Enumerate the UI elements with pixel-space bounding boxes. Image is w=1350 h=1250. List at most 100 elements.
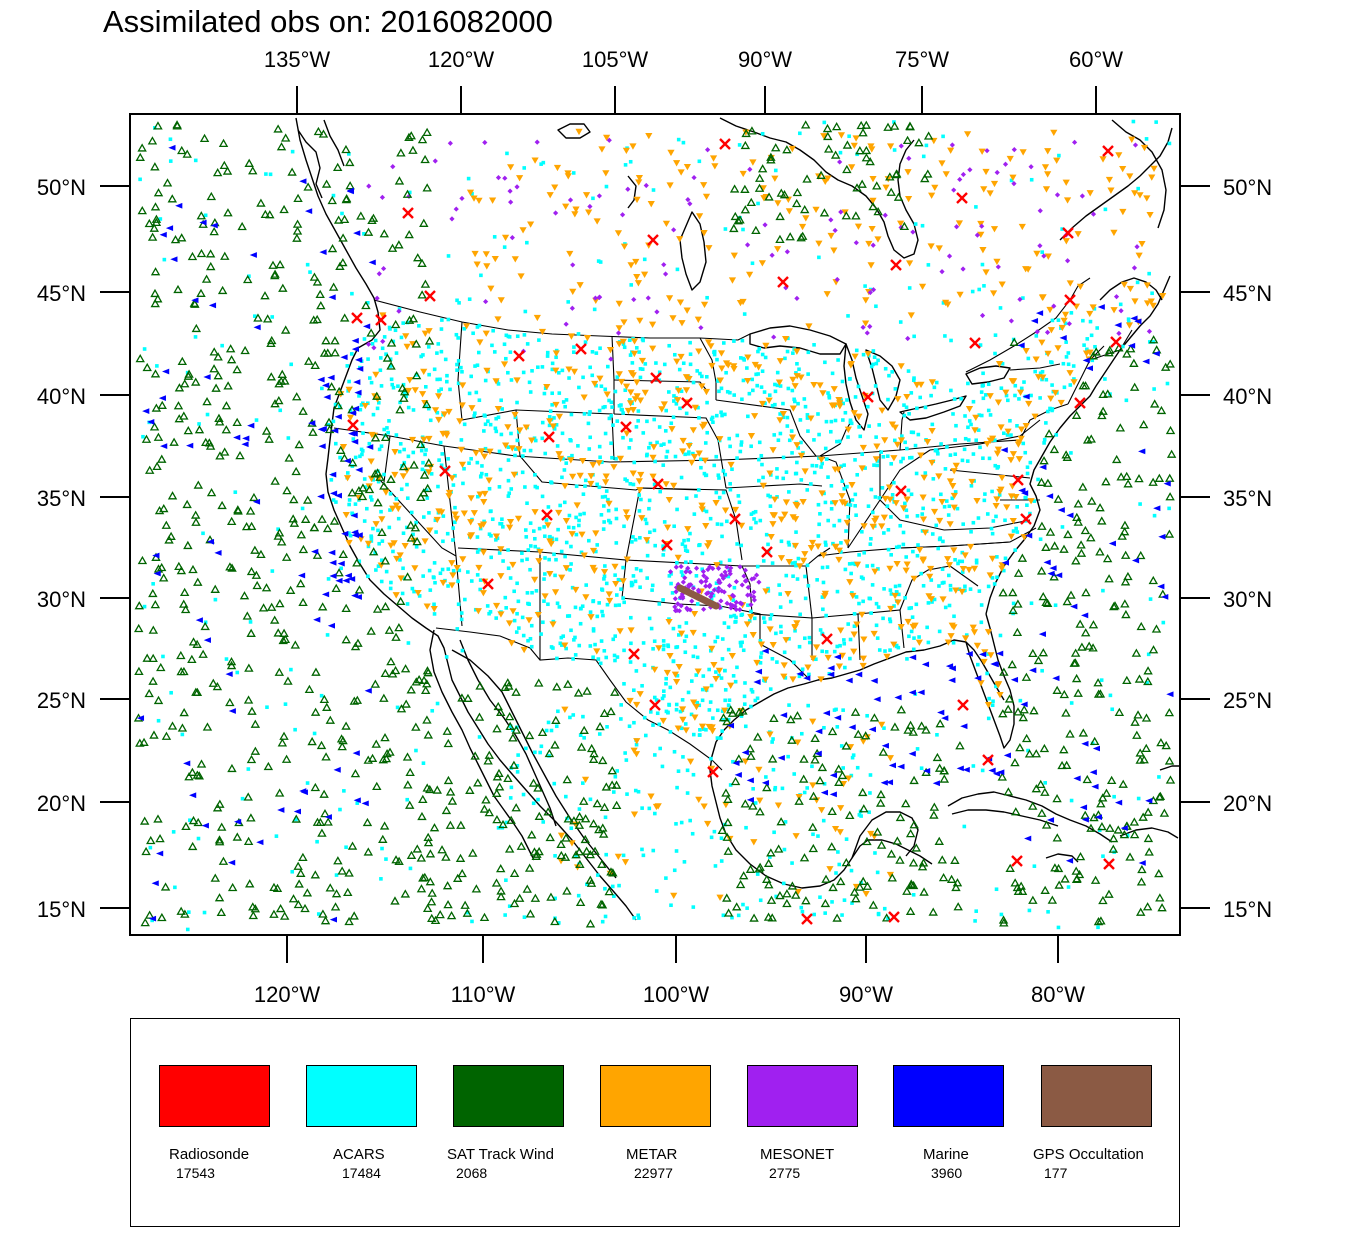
metar-marker xyxy=(903,496,911,503)
sat-track-wind-marker xyxy=(887,873,897,882)
metar-marker xyxy=(739,170,747,178)
sat-track-wind-marker xyxy=(176,233,187,242)
metar-marker xyxy=(1044,253,1052,260)
acars-marker xyxy=(347,152,351,156)
metar-marker xyxy=(691,714,699,721)
acars-marker xyxy=(388,508,392,512)
sat-track-wind-marker xyxy=(493,701,503,711)
sat-track-wind-marker xyxy=(794,796,804,805)
metar-marker xyxy=(928,459,936,467)
mesonet-marker xyxy=(898,224,904,231)
metar-marker xyxy=(892,500,900,507)
acars-marker xyxy=(533,473,537,477)
sat-track-wind-marker xyxy=(757,164,768,173)
acars-marker xyxy=(805,563,810,568)
acars-marker xyxy=(399,487,404,492)
sat-track-wind-marker xyxy=(288,894,299,903)
acars-marker xyxy=(158,217,163,221)
acars-marker xyxy=(752,517,756,521)
acars-marker xyxy=(990,576,995,580)
acars-marker xyxy=(969,483,974,488)
marine-marker xyxy=(328,294,336,301)
acars-marker xyxy=(761,475,765,480)
acars-marker xyxy=(930,532,935,536)
marine-marker xyxy=(1020,490,1029,496)
acars-marker xyxy=(874,304,878,309)
acars-marker xyxy=(201,531,205,536)
acars-marker xyxy=(611,423,615,427)
metar-marker xyxy=(445,493,453,500)
acars-marker xyxy=(675,507,679,512)
acars-marker xyxy=(554,537,559,542)
acars-marker xyxy=(475,573,480,577)
acars-marker xyxy=(682,639,687,643)
metar-marker xyxy=(420,436,428,443)
acars-marker xyxy=(500,407,504,411)
acars-marker xyxy=(671,626,676,631)
acars-marker xyxy=(979,603,984,607)
sat-track-wind-marker xyxy=(149,422,160,431)
acars-marker xyxy=(910,615,915,619)
sat-track-wind-marker xyxy=(751,225,761,234)
metar-marker xyxy=(826,866,834,873)
sat-track-wind-marker xyxy=(187,841,198,851)
acars-marker xyxy=(369,380,374,385)
metar-marker xyxy=(947,633,955,640)
acars-marker xyxy=(1136,796,1141,801)
acars-marker xyxy=(882,906,887,911)
acars-marker xyxy=(203,213,208,218)
radiosonde-marker xyxy=(729,513,741,525)
metar-marker xyxy=(872,515,880,522)
acars-marker xyxy=(882,531,886,535)
acars-marker xyxy=(1112,794,1116,799)
metar-marker xyxy=(431,407,440,414)
mesonet-marker xyxy=(685,197,691,203)
acars-marker xyxy=(769,613,774,617)
metar-marker xyxy=(689,699,698,706)
mesonet-marker xyxy=(615,330,622,336)
marine-marker xyxy=(327,622,336,629)
acars-marker xyxy=(460,369,464,374)
metar-marker xyxy=(615,371,623,378)
sat-track-wind-marker xyxy=(334,386,344,396)
acars-marker xyxy=(868,596,873,601)
map-title: Assimilated obs on: 2016082000 xyxy=(103,4,553,39)
acars-marker xyxy=(1068,383,1073,387)
acars-marker xyxy=(823,540,828,545)
metar-marker xyxy=(1061,311,1070,319)
acars-marker xyxy=(1135,280,1140,285)
sat-track-wind-marker xyxy=(196,759,207,768)
acars-marker xyxy=(893,387,898,391)
sat-track-wind-marker xyxy=(823,144,834,153)
marine-marker xyxy=(350,430,358,437)
metar-marker xyxy=(699,423,707,430)
metar-marker xyxy=(1024,266,1032,273)
metar-marker xyxy=(766,731,774,738)
acars-marker xyxy=(694,494,698,498)
metar-marker xyxy=(1126,173,1134,180)
acars-marker xyxy=(708,648,713,653)
sat-track-wind-marker xyxy=(1098,389,1108,399)
sat-track-wind-marker xyxy=(511,687,521,696)
sat-track-wind-marker xyxy=(399,393,409,402)
mesonet-marker xyxy=(631,296,637,303)
sat-track-wind-marker xyxy=(823,131,833,141)
sat-track-wind-marker xyxy=(417,258,427,267)
sat-track-wind-marker xyxy=(232,365,242,374)
acars-marker xyxy=(709,597,714,601)
acars-marker xyxy=(971,399,976,404)
mesonet-marker xyxy=(727,571,733,577)
acars-marker xyxy=(991,519,996,523)
marine-marker xyxy=(921,661,930,668)
acars-marker xyxy=(674,402,679,406)
sat-track-wind-marker xyxy=(1013,568,1024,577)
metar-marker xyxy=(847,362,855,369)
acars-marker xyxy=(1023,495,1028,500)
radiosonde-marker xyxy=(719,138,731,150)
sat-track-wind-marker xyxy=(406,850,417,859)
acars-marker xyxy=(577,523,581,528)
sat-track-wind-marker xyxy=(291,466,301,476)
acars-marker xyxy=(405,797,410,802)
acars-marker xyxy=(1040,377,1044,382)
sat-track-wind-marker xyxy=(1141,713,1152,722)
